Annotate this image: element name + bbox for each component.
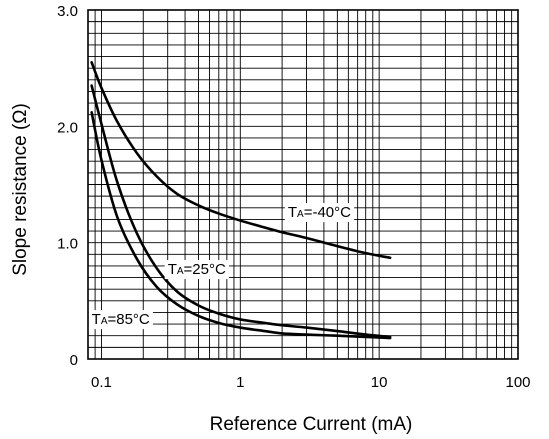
plot-frame xyxy=(87,9,519,360)
series-line-0 xyxy=(90,61,392,260)
series-line-1 xyxy=(90,84,392,339)
series-label-background xyxy=(284,203,355,223)
x-tick-label: 100 xyxy=(505,374,530,391)
series-line-2 xyxy=(90,111,392,340)
y-tick-labels: 0 1.0 2.0 3.0 xyxy=(57,3,78,369)
x-tick-label: 10 xyxy=(371,374,388,391)
series-lines xyxy=(90,61,392,340)
x-tick-label: 1 xyxy=(236,374,244,391)
y-axis-label: Slope resistance (Ω) xyxy=(10,103,31,276)
series-label-1: TA=25°C xyxy=(168,261,226,278)
y-tick-label: 3.0 xyxy=(57,3,78,20)
x-tick-label: 0.1 xyxy=(91,374,112,391)
y-tick-label: 0 xyxy=(70,352,78,369)
y-tick-label: 1.0 xyxy=(57,236,78,253)
series-label-background xyxy=(164,260,229,280)
series-label-0: TA=-40°C xyxy=(288,204,351,221)
series-label-2: TA=85°C xyxy=(92,311,150,328)
y-tick-label: 2.0 xyxy=(57,119,78,136)
x-tick-labels: 0.1 1 10 100 xyxy=(91,374,530,391)
grid xyxy=(87,9,519,360)
series-labels: TA=-40°C TA=25°C TA=85°C xyxy=(88,203,355,330)
series-label-background xyxy=(88,310,153,330)
x-axis-label: Reference Current (mA) xyxy=(210,414,413,435)
